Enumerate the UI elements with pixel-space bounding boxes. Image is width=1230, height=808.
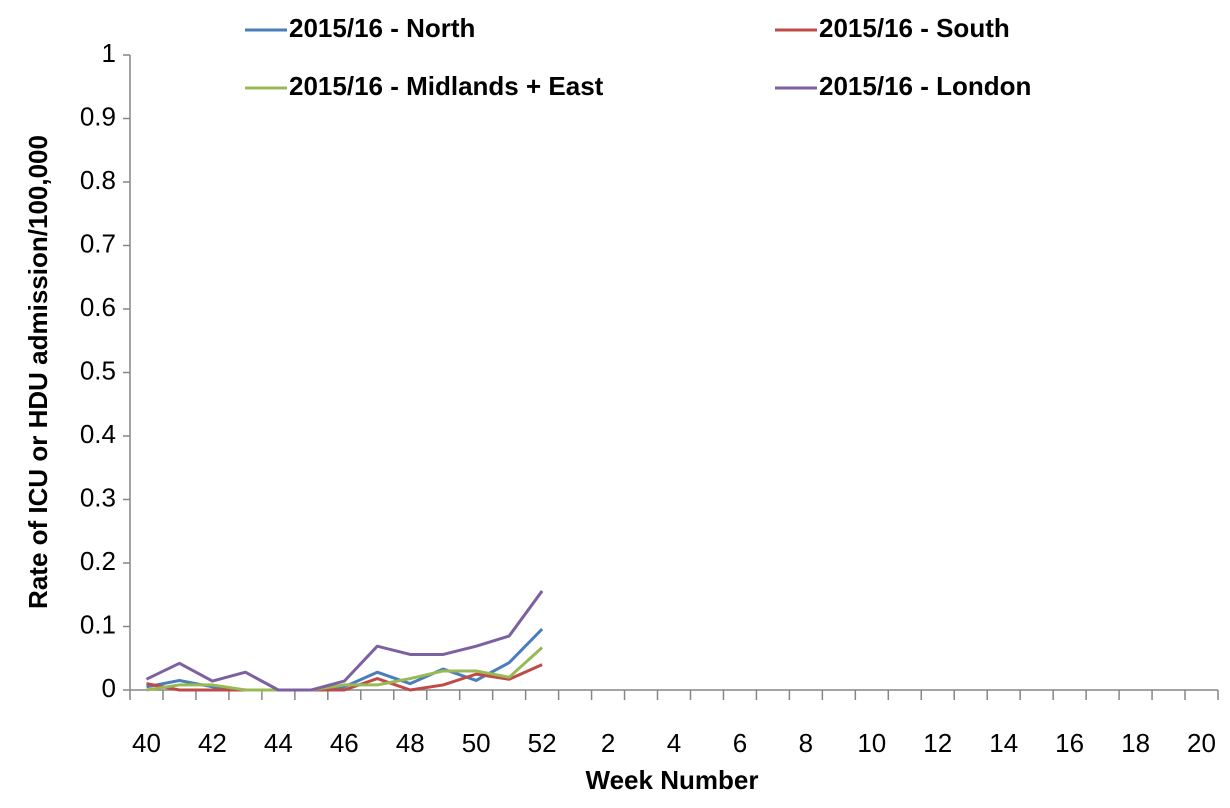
legend-label: 2015/16 - London xyxy=(819,71,1031,101)
y-axis-title: Rate of ICU or HDU admission/100,000 xyxy=(23,135,53,609)
x-tick-label: 16 xyxy=(1055,728,1084,758)
x-tick-label: 52 xyxy=(528,728,557,758)
y-tick-label: 0.5 xyxy=(80,355,116,385)
x-tick-label: 10 xyxy=(857,728,886,758)
x-axis-title: Week Number xyxy=(586,765,759,795)
x-tick-label: 48 xyxy=(396,728,425,758)
x-tick-label: 6 xyxy=(733,728,747,758)
y-tick-label: 0.4 xyxy=(80,419,116,449)
x-tick-label: 12 xyxy=(923,728,952,758)
x-tick-label: 2 xyxy=(601,728,615,758)
x-tick-label: 50 xyxy=(462,728,491,758)
y-tick-label: 0.2 xyxy=(80,546,116,576)
y-tick-label: 0.1 xyxy=(80,609,116,639)
series-line xyxy=(145,590,544,692)
x-tick-label: 18 xyxy=(1121,728,1150,758)
legend-label: 2015/16 - Midlands + East xyxy=(289,71,604,101)
x-tick-label: 46 xyxy=(330,728,359,758)
x-tick-label: 20 xyxy=(1187,728,1216,758)
y-tick-label: 0 xyxy=(102,673,116,703)
y-tick-label: 0.7 xyxy=(80,228,116,258)
x-tick-label: 4 xyxy=(667,728,681,758)
series-line xyxy=(146,663,543,692)
y-tick-label: 1 xyxy=(102,38,116,68)
series-line xyxy=(146,646,544,692)
y-tick-label: 0.3 xyxy=(80,482,116,512)
x-tick-label: 14 xyxy=(989,728,1018,758)
legend-label: 2015/16 - North xyxy=(289,13,475,43)
x-tick-label: 8 xyxy=(799,728,813,758)
y-tick-label: 0.6 xyxy=(80,292,116,322)
x-tick-label: 42 xyxy=(198,728,227,758)
y-tick-label: 0.8 xyxy=(80,165,116,195)
x-tick-label: 44 xyxy=(264,728,293,758)
y-tick-label: 0.9 xyxy=(80,101,116,131)
x-tick-label: 40 xyxy=(132,728,161,758)
legend-label: 2015/16 - South xyxy=(819,13,1010,43)
series-line xyxy=(146,627,544,692)
